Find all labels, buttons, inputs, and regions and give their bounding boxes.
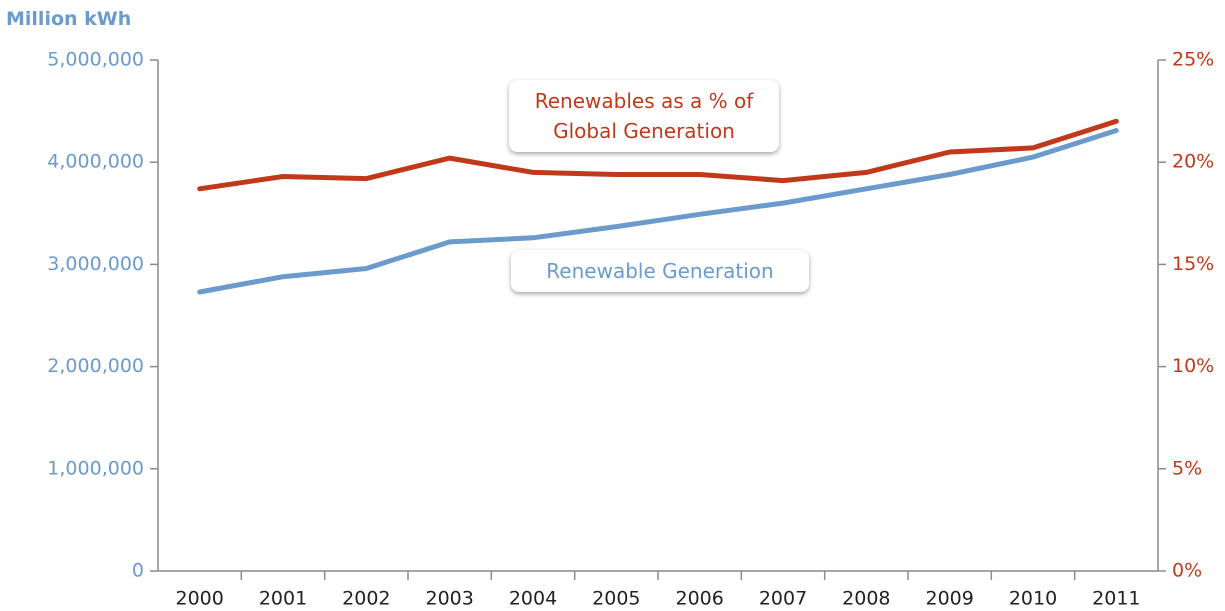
x-tick-label: 2002 <box>342 588 390 610</box>
y-tick-label: 3,000,000 <box>47 253 144 275</box>
x-tick-label: 2003 <box>425 588 473 610</box>
y2-tick-label: 10% <box>1172 355 1214 377</box>
y-tick-label: 0 <box>132 560 144 582</box>
y2-tick-label: 0% <box>1172 560 1202 582</box>
y2-tick-label: 15% <box>1172 253 1214 275</box>
y2-tick-label: 20% <box>1172 151 1214 173</box>
series-line <box>197 128 1119 295</box>
x-tick-label: 2011 <box>1092 588 1140 610</box>
x-tick-label: 2005 <box>592 588 640 610</box>
y-axis-label: Million kWh <box>6 8 132 30</box>
x-tick-label: 2007 <box>759 588 807 610</box>
y-tick-label: 4,000,000 <box>47 151 144 173</box>
x-tick-label: 2006 <box>675 588 723 610</box>
series-label: Renewables as a % of Global Generation <box>509 80 779 152</box>
x-tick-label: 2010 <box>1009 588 1057 610</box>
y-tick-label: 5,000,000 <box>47 49 144 71</box>
y2-tick-label: 25% <box>1172 49 1214 71</box>
x-tick-label: 2001 <box>259 588 307 610</box>
x-tick-label: 2008 <box>842 588 890 610</box>
x-tick-label: 2004 <box>509 588 557 610</box>
y-tick-label: 1,000,000 <box>47 457 144 479</box>
series-label: Renewable Generation <box>511 250 809 292</box>
x-tick-label: 2009 <box>925 588 973 610</box>
x-tick-label: 2000 <box>175 588 223 610</box>
series-line <box>197 118 1119 192</box>
y2-tick-label: 5% <box>1172 457 1202 479</box>
y-tick-label: 2,000,000 <box>47 355 144 377</box>
